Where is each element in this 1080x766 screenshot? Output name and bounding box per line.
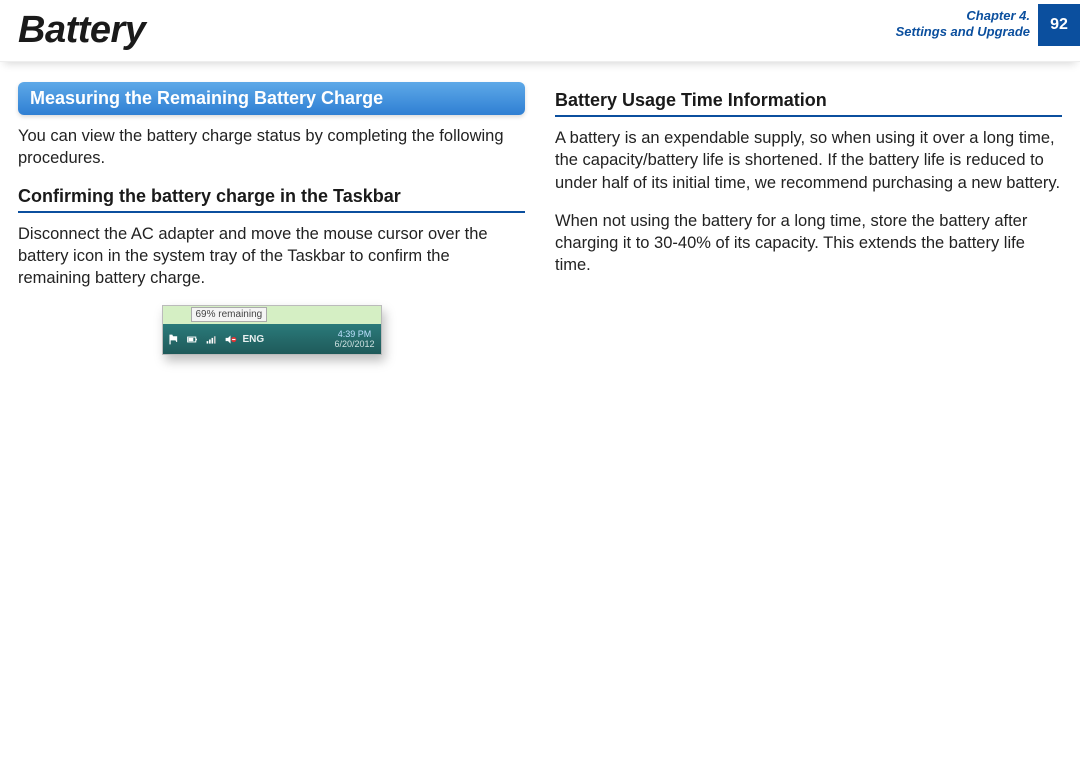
network-icon	[205, 333, 218, 346]
sub-heading-taskbar: Confirming the battery charge in the Tas…	[18, 186, 525, 213]
chapter-line1: Chapter 4.	[896, 8, 1030, 24]
page-title: Battery	[18, 9, 145, 52]
system-tray: ENG 4:39 PM 6/20/2012	[163, 324, 381, 354]
chapter-line2: Settings and Upgrade	[896, 24, 1030, 40]
intro-paragraph: You can view the battery charge status b…	[18, 125, 525, 170]
taskbar-paragraph: Disconnect the AC adapter and move the m…	[18, 223, 525, 290]
page-number: 92	[1038, 4, 1080, 46]
tray-date: 6/20/2012	[334, 339, 374, 349]
content-columns: Measuring the Remaining Battery Charge Y…	[0, 62, 1080, 355]
page-header: Battery Chapter 4. Settings and Upgrade …	[0, 0, 1080, 62]
language-label: ENG	[243, 334, 265, 345]
tray-time: 4:39 PM	[334, 329, 374, 339]
usage-para-2: When not using the battery for a long ti…	[555, 210, 1062, 277]
battery-icon	[186, 333, 199, 346]
sub-heading-usage-time: Battery Usage Time Information	[555, 90, 1062, 117]
usage-para-1: A battery is an expendable supply, so wh…	[555, 127, 1062, 194]
battery-tooltip: 69% remaining	[191, 307, 268, 322]
chapter-box: Chapter 4. Settings and Upgrade 92	[896, 0, 1080, 48]
taskbar-tooltip-row: 69% remaining	[163, 306, 381, 324]
volume-muted-icon	[224, 333, 237, 346]
taskbar-screenshot: 69% remaining ENG	[18, 305, 525, 355]
section-heading-measuring: Measuring the Remaining Battery Charge	[18, 82, 525, 115]
tray-datetime: 4:39 PM 6/20/2012	[334, 329, 376, 350]
taskbar-mock: 69% remaining ENG	[162, 305, 382, 355]
chapter-text: Chapter 4. Settings and Upgrade	[896, 8, 1038, 39]
flag-icon	[167, 333, 180, 346]
left-column: Measuring the Remaining Battery Charge Y…	[18, 82, 525, 355]
right-column: Battery Usage Time Information A battery…	[555, 82, 1062, 355]
